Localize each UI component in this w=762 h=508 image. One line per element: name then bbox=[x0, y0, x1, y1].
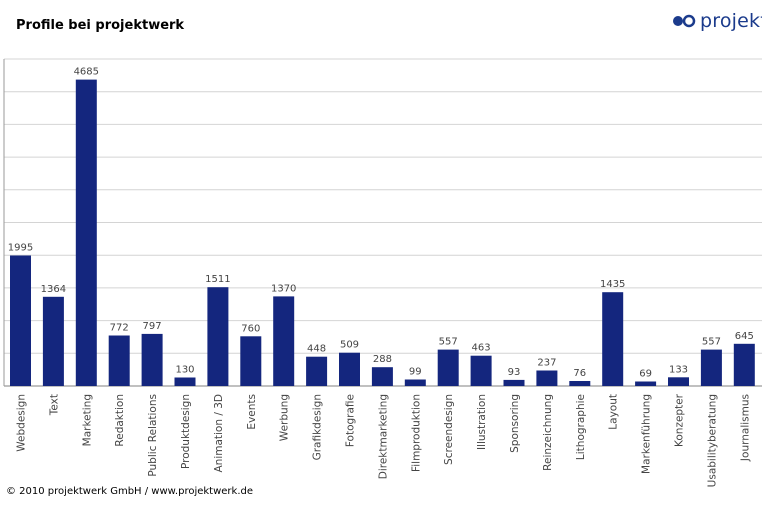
category-label: Layout bbox=[608, 394, 620, 430]
chart-title: Profile bei projektwerk bbox=[16, 18, 185, 33]
bar-17 bbox=[569, 381, 591, 386]
data-label: 448 bbox=[307, 344, 326, 355]
bar-0 bbox=[10, 255, 31, 386]
data-label: 76 bbox=[573, 368, 586, 379]
data-label: 760 bbox=[241, 323, 260, 334]
bar-11 bbox=[371, 367, 393, 386]
bar-7 bbox=[240, 336, 262, 386]
bar-1 bbox=[42, 296, 64, 386]
category-label: Filmproduktion bbox=[410, 394, 422, 472]
data-label: 133 bbox=[669, 364, 688, 375]
bar-8 bbox=[273, 296, 295, 386]
data-label: 797 bbox=[143, 321, 162, 332]
data-label: 463 bbox=[472, 343, 491, 354]
data-label: 4685 bbox=[74, 67, 99, 78]
data-label: 130 bbox=[175, 365, 194, 376]
category-label: Direktmarketing bbox=[377, 394, 389, 479]
bar-4 bbox=[141, 333, 163, 386]
bar-6 bbox=[207, 287, 229, 386]
logo-icon bbox=[673, 14, 696, 28]
bar-14 bbox=[470, 355, 492, 386]
category-label: Text bbox=[48, 394, 60, 416]
bar-15 bbox=[503, 379, 525, 386]
category-label: Werbung bbox=[279, 394, 291, 441]
data-label: 1511 bbox=[205, 274, 230, 285]
bar-2 bbox=[75, 79, 97, 386]
data-label: 509 bbox=[340, 340, 359, 351]
category-label: Illustration bbox=[476, 394, 488, 450]
data-label: 99 bbox=[409, 367, 422, 378]
category-label: Events bbox=[246, 394, 258, 430]
bar-20 bbox=[668, 377, 689, 386]
bar-19 bbox=[635, 381, 657, 386]
data-label: 645 bbox=[735, 331, 754, 342]
bar-22 bbox=[733, 343, 755, 386]
bar-3 bbox=[108, 335, 130, 386]
category-label: Animation / 3D bbox=[213, 394, 225, 473]
data-label: 1995 bbox=[8, 243, 33, 254]
category-label: Journalismus bbox=[739, 394, 751, 462]
data-label: 557 bbox=[702, 337, 721, 348]
data-label: 772 bbox=[110, 323, 129, 334]
bar-18 bbox=[602, 292, 624, 386]
logo: projektw bbox=[672, 8, 762, 34]
category-label: Redaktion bbox=[114, 394, 126, 447]
category-label: Usabilityberatung bbox=[706, 394, 718, 487]
data-label: 557 bbox=[439, 337, 458, 348]
data-label: 288 bbox=[373, 354, 392, 365]
category-label: Konzepter bbox=[674, 393, 686, 447]
category-label: Produktdesign bbox=[180, 394, 192, 469]
category-label: Reinzeichnung bbox=[542, 394, 554, 471]
category-label: Sponsoring bbox=[509, 394, 521, 453]
category-label: Grafikdesign bbox=[312, 394, 324, 460]
category-label: Lithographie bbox=[575, 394, 587, 460]
logo-text: projektw bbox=[700, 10, 762, 32]
bar-5 bbox=[174, 377, 196, 386]
bar-12 bbox=[404, 379, 426, 386]
data-label: 1364 bbox=[41, 284, 66, 295]
bar-21 bbox=[700, 349, 722, 386]
category-label: Webdesign bbox=[16, 394, 28, 452]
category-label: Public Relations bbox=[147, 394, 159, 477]
bar-16 bbox=[536, 370, 558, 386]
footer-copyright: © 2010 projektwerk GmbH / www.projektwer… bbox=[6, 486, 254, 497]
data-label: 1435 bbox=[600, 279, 625, 290]
data-label: 93 bbox=[508, 367, 521, 378]
data-label: 69 bbox=[639, 369, 652, 380]
bar-10 bbox=[339, 352, 360, 386]
data-label: 1370 bbox=[271, 283, 296, 294]
category-label: Markenführung bbox=[641, 394, 653, 474]
category-label: Screendesign bbox=[443, 394, 455, 465]
data-label: 237 bbox=[537, 358, 556, 369]
category-label: Marketing bbox=[81, 394, 93, 446]
bar-9 bbox=[306, 356, 328, 386]
bar-13 bbox=[437, 349, 459, 386]
category-label: Fotografie bbox=[345, 394, 357, 447]
